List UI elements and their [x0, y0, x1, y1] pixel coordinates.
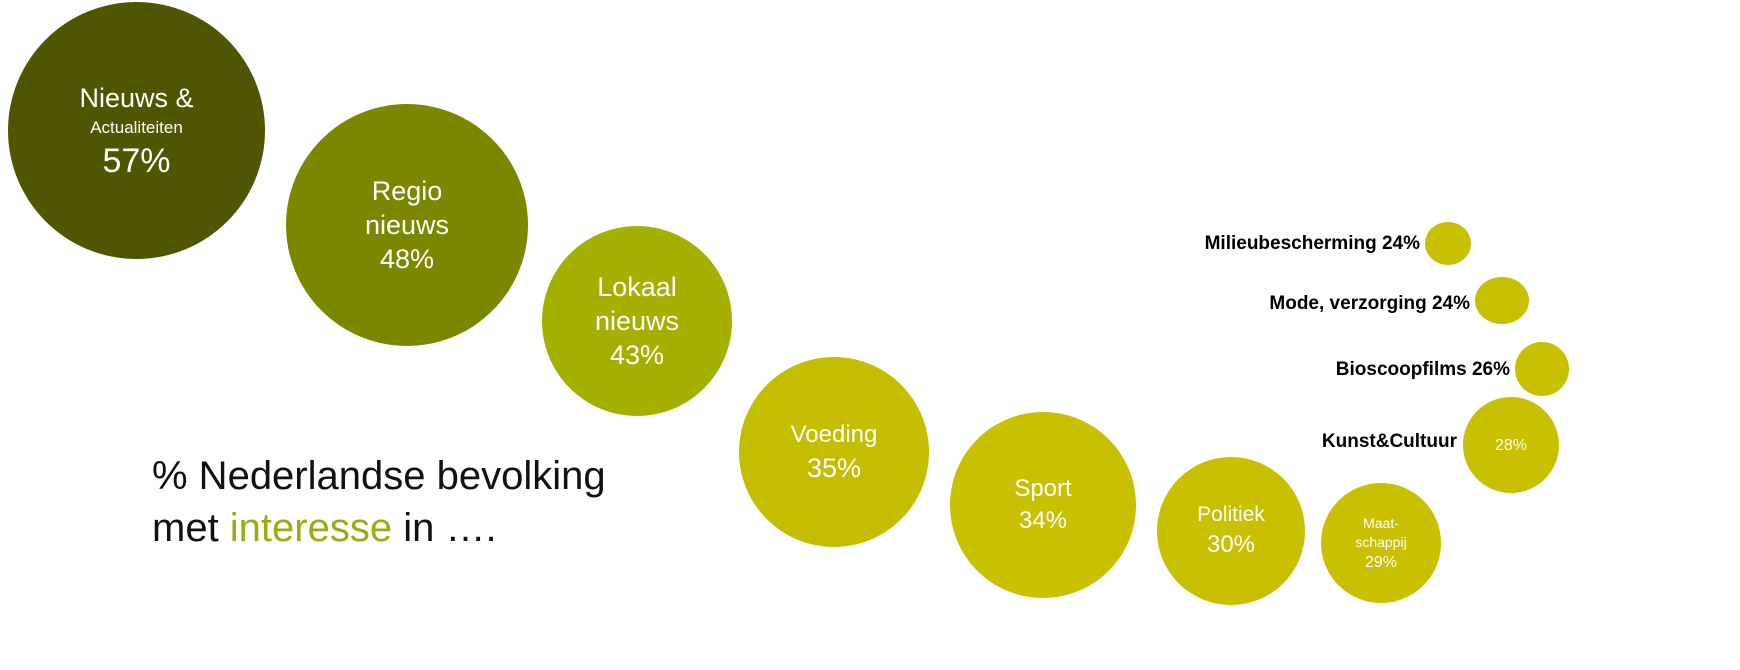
bubble-value: 30% — [1206, 531, 1256, 558]
bubble-value: 29% — [1364, 553, 1398, 571]
bubble-label: Voeding — [790, 421, 878, 448]
chart-caption: % Nederlandse bevolking met interesse in… — [152, 450, 606, 554]
bubble-sublabel: nieuws — [594, 306, 680, 336]
label-bioscoopfilms: Bioscoopfilms 26% — [1335, 359, 1510, 380]
caption-text-post: in …. — [392, 506, 497, 550]
caption-line-2: met interesse in …. — [152, 502, 606, 554]
bubble-lokaal-nieuws: Lokaal nieuws 43% — [542, 226, 732, 416]
bubble-label: Maat- — [1363, 514, 1399, 531]
caption-highlight: interesse — [229, 506, 393, 550]
caption-line-1: % Nederlandse bevolking — [152, 454, 606, 498]
bubble-mode-verzorging — [1475, 277, 1529, 324]
bubble-milieubescherming — [1425, 222, 1471, 265]
bubble-label: Nieuws & — [79, 82, 194, 113]
bubble-maatschappij: Maat- schappij 29% — [1321, 483, 1441, 603]
bubble-label: Sport — [1014, 475, 1072, 502]
bubble-kunst-cultuur: 28% — [1463, 397, 1559, 493]
label-kunst-cultuur: Kunst&Cultuur — [1321, 431, 1457, 452]
bubble-label: Lokaal — [597, 272, 677, 302]
bubble-value: 28% — [1494, 436, 1528, 454]
bubble-voeding: Voeding 35% — [739, 357, 929, 547]
bubble-sport: Sport 34% — [950, 412, 1136, 598]
bubble-politiek: Politiek 30% — [1157, 457, 1305, 605]
bubble-sublabel: Actualiteiten — [90, 117, 183, 137]
bubble-sublabel: schappij — [1355, 533, 1407, 550]
bubble-value: 57% — [102, 141, 171, 180]
bubble-nieuws-actualiteiten: Nieuws & Actualiteiten 57% — [8, 2, 265, 259]
bubble-label: Politiek — [1197, 503, 1265, 526]
bubble-value: 34% — [1018, 507, 1068, 534]
bubble-value: 43% — [609, 340, 665, 370]
bubble-regio-nieuws: Regio nieuws 48% — [286, 104, 528, 346]
bubble-label: Regio — [371, 176, 443, 206]
bubble-value: 35% — [806, 453, 862, 483]
bubble-bioscoopfilms — [1515, 342, 1569, 396]
label-mode-verzorging: Mode, verzorging 24% — [1269, 293, 1470, 314]
caption-text-pre: met — [152, 506, 230, 550]
label-milieubescherming: Milieubescherming 24% — [1204, 233, 1420, 254]
bubble-sublabel: nieuws — [364, 210, 450, 240]
bubble-value: 48% — [379, 244, 435, 274]
